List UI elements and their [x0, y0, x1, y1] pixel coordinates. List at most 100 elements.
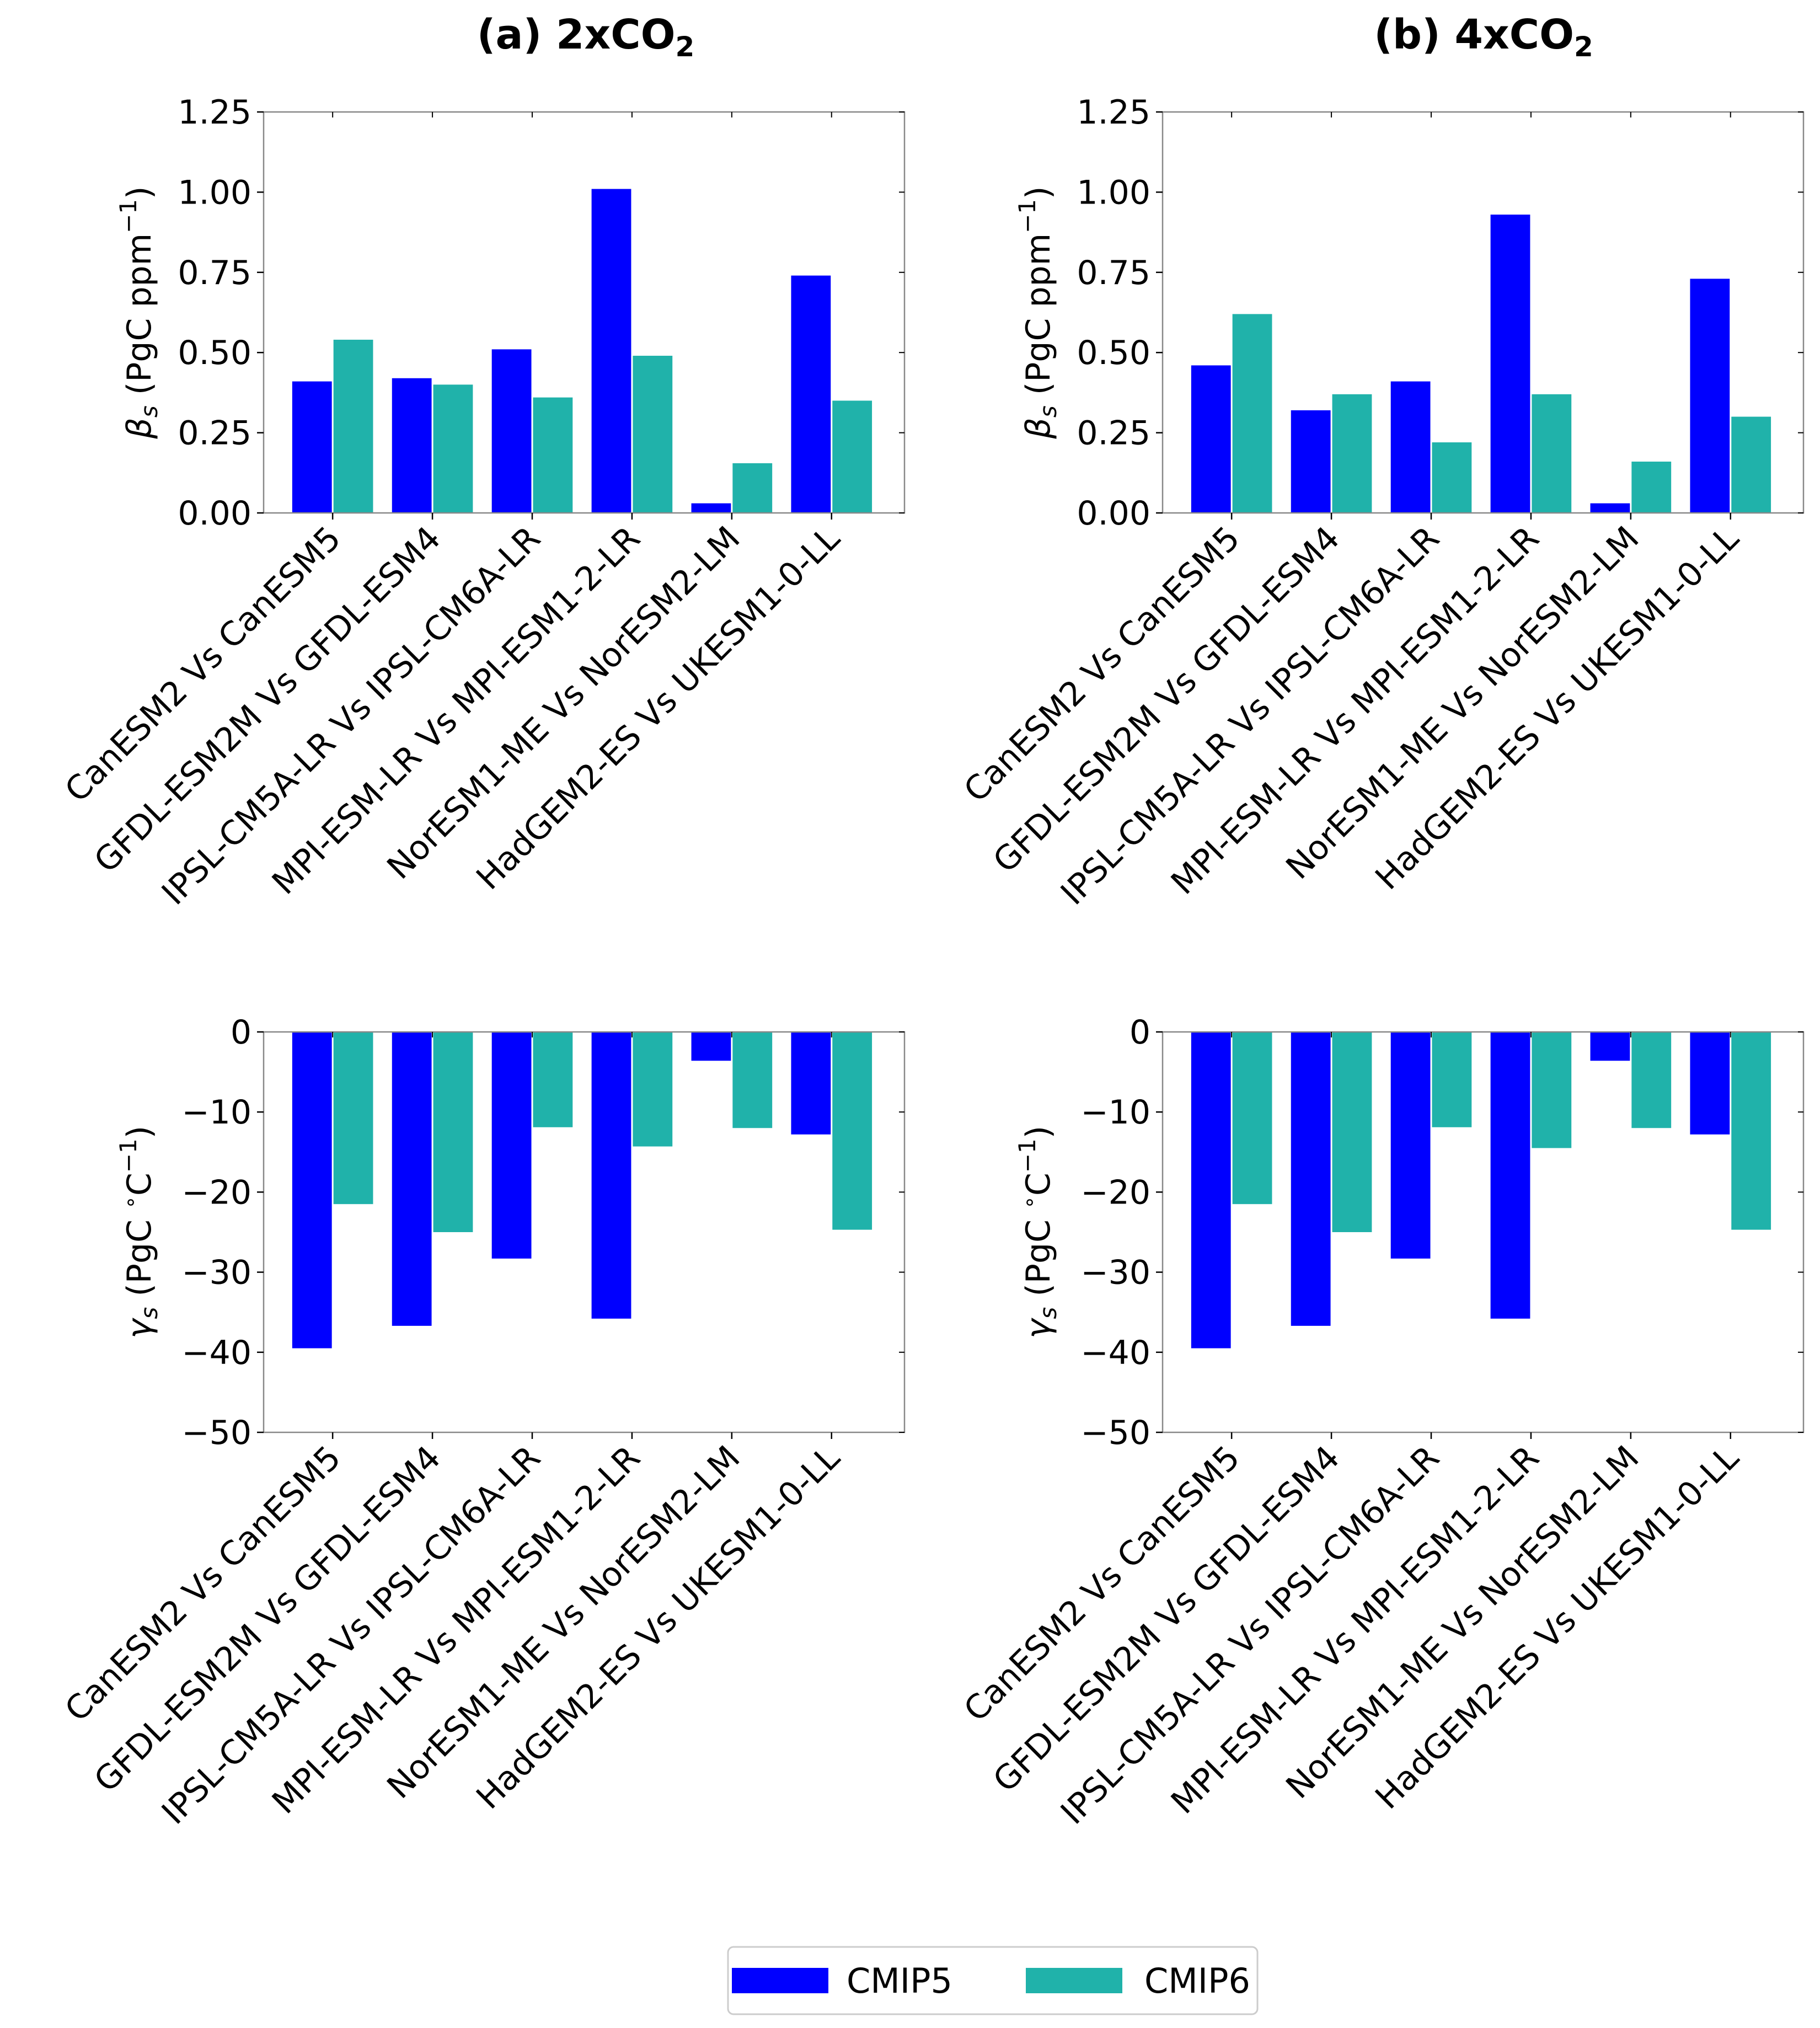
bar-cmip6-mpi-esm-lr-vs-mpi-esm1-2-lr — [1532, 394, 1572, 513]
y-tick-label: −30 — [1080, 1254, 1150, 1292]
y-tick-label: 0.00 — [178, 494, 251, 533]
y-axis-label: βs (PgC ppm−1) — [1014, 186, 1062, 440]
y-tick-label: 1.00 — [178, 173, 251, 212]
bar-cmip5-mpi-esm-lr-vs-mpi-esm1-2-lr — [1490, 215, 1530, 513]
bar-cmip6-ipsl-cm5a-lr-vs-ipsl-cm6a-lr — [1432, 442, 1472, 513]
y-tick-label: −40 — [181, 1334, 251, 1372]
bar-cmip5-gfdl-esm2m-vs-gfdl-esm4 — [392, 1032, 432, 1326]
axes-frame — [263, 111, 906, 514]
x-tick-label-noresm1-me-vs-noresm2-lm: NorESM1-ME Vs NorESM2-LM — [1279, 519, 1647, 887]
y-tick-label: −50 — [181, 1414, 251, 1452]
y-tick-label: 0 — [1130, 1013, 1150, 1052]
bar-cmip6-mpi-esm-lr-vs-mpi-esm1-2-lr — [633, 1032, 673, 1147]
bar-cmip5-hadgem2-es-vs-ukesm1-0-ll — [791, 275, 831, 513]
bar-cmip5-mpi-esm-lr-vs-mpi-esm1-2-lr — [591, 1032, 631, 1319]
bar-cmip5-noresm1-me-vs-noresm2-lm — [691, 1032, 731, 1061]
bar-cmip6-noresm1-me-vs-noresm2-lm — [1631, 461, 1672, 513]
y-tick-label: −10 — [1080, 1093, 1150, 1132]
axes-frame — [1161, 111, 1805, 514]
axes-frame — [1161, 1031, 1805, 1433]
x-tick-label-mpi-esm-lr-vs-mpi-esm1-2-lr: MPI-ESM-LR Vs MPI-ESM1-2-LR — [1164, 1438, 1546, 1821]
x-tick-label-hadgem2-es-vs-ukesm1-0-ll: HadGEM2-ES Vs UKESM1-0-LL — [1368, 519, 1747, 897]
bar-cmip6-hadgem2-es-vs-ukesm1-0-ll — [832, 1032, 872, 1230]
y-axis-label: βs (PgC ppm−1) — [115, 186, 163, 440]
bar-cmip5-ipsl-cm5a-lr-vs-ipsl-cm6a-lr — [1390, 1032, 1431, 1259]
bar-cmip5-noresm1-me-vs-noresm2-lm — [691, 503, 731, 513]
bar-cmip5-noresm1-me-vs-noresm2-lm — [1590, 1032, 1630, 1061]
column-title-b: (b) 4xCO2 — [1374, 11, 1593, 63]
y-tick-label: −10 — [181, 1093, 251, 1132]
x-tick-label-noresm1-me-vs-noresm2-lm: NorESM1-ME Vs NorESM2-LM — [380, 1438, 748, 1806]
x-tick-label-hadgem2-es-vs-ukesm1-0-ll: HadGEM2-ES Vs UKESM1-0-LL — [1368, 1438, 1747, 1817]
x-tick-label-mpi-esm-lr-vs-mpi-esm1-2-lr: MPI-ESM-LR Vs MPI-ESM1-2-LR — [1164, 519, 1546, 902]
legend-label-cmip6: CMIP6 — [1144, 1961, 1250, 2001]
y-axis-label: γs (PgC ∘C−1) — [1014, 1126, 1062, 1339]
bar-cmip6-ipsl-cm5a-lr-vs-ipsl-cm6a-lr — [533, 1032, 573, 1127]
bar-cmip6-mpi-esm-lr-vs-mpi-esm1-2-lr — [633, 356, 673, 513]
bar-cmip5-gfdl-esm2m-vs-gfdl-esm4 — [392, 378, 432, 513]
bar-cmip6-ipsl-cm5a-lr-vs-ipsl-cm6a-lr — [1432, 1032, 1472, 1127]
x-tick-label-hadgem2-es-vs-ukesm1-0-ll: HadGEM2-ES Vs UKESM1-0-LL — [469, 1438, 848, 1817]
bar-cmip5-hadgem2-es-vs-ukesm1-0-ll — [791, 1032, 831, 1135]
bar-cmip6-gfdl-esm2m-vs-gfdl-esm4 — [433, 1032, 473, 1232]
legend-label-cmip5: CMIP5 — [847, 1961, 952, 2001]
bar-cmip5-canesm2-vs-canesm5 — [1191, 1032, 1231, 1349]
x-tick-label-mpi-esm-lr-vs-mpi-esm1-2-lr: MPI-ESM-LR Vs MPI-ESM1-2-LR — [265, 1438, 647, 1821]
y-tick-label: 1.25 — [1077, 93, 1150, 132]
y-tick-label: 0.75 — [1077, 254, 1150, 292]
bar-cmip6-hadgem2-es-vs-ukesm1-0-ll — [832, 400, 872, 513]
y-tick-label: 0.50 — [178, 334, 251, 372]
bar-cmip6-noresm1-me-vs-noresm2-lm — [732, 463, 773, 513]
legend-swatch-cmip5 — [732, 1968, 828, 1993]
y-tick-label: 1.25 — [178, 93, 251, 132]
y-tick-label: −50 — [1080, 1414, 1150, 1452]
x-tick-label-hadgem2-es-vs-ukesm1-0-ll: HadGEM2-ES Vs UKESM1-0-LL — [469, 519, 848, 897]
bar-cmip5-ipsl-cm5a-lr-vs-ipsl-cm6a-lr — [491, 349, 532, 513]
bar-cmip6-canesm2-vs-canesm5 — [1232, 1032, 1272, 1205]
bar-cmip6-canesm2-vs-canesm5 — [1232, 314, 1272, 513]
bar-cmip6-gfdl-esm2m-vs-gfdl-esm4 — [1332, 1032, 1372, 1232]
bar-cmip5-mpi-esm-lr-vs-mpi-esm1-2-lr — [591, 189, 631, 513]
x-tick-label-mpi-esm-lr-vs-mpi-esm1-2-lr: MPI-ESM-LR Vs MPI-ESM1-2-LR — [265, 519, 647, 902]
axes-frame — [263, 1031, 906, 1433]
bar-cmip5-ipsl-cm5a-lr-vs-ipsl-cm6a-lr — [491, 1032, 532, 1259]
x-tick-label-noresm1-me-vs-noresm2-lm: NorESM1-ME Vs NorESM2-LM — [1279, 1438, 1647, 1806]
y-axis-label: γs (PgC ∘C−1) — [115, 1126, 163, 1339]
bar-cmip5-gfdl-esm2m-vs-gfdl-esm4 — [1291, 410, 1331, 513]
legend: CMIP5 CMIP6 — [727, 1946, 1259, 2015]
bar-cmip6-ipsl-cm5a-lr-vs-ipsl-cm6a-lr — [533, 397, 573, 513]
y-tick-label: 0.50 — [1077, 334, 1150, 372]
bar-cmip6-canesm2-vs-canesm5 — [333, 339, 373, 513]
bar-cmip5-gfdl-esm2m-vs-gfdl-esm4 — [1291, 1032, 1331, 1326]
y-tick-label: −20 — [181, 1173, 251, 1212]
bar-cmip6-noresm1-me-vs-noresm2-lm — [732, 1032, 773, 1128]
y-tick-label: 0.25 — [1077, 414, 1150, 453]
bar-cmip6-canesm2-vs-canesm5 — [333, 1032, 373, 1205]
y-tick-label: −40 — [1080, 1334, 1150, 1372]
bar-cmip5-ipsl-cm5a-lr-vs-ipsl-cm6a-lr — [1390, 381, 1431, 513]
bar-cmip5-noresm1-me-vs-noresm2-lm — [1590, 503, 1630, 513]
y-tick-label: −30 — [181, 1254, 251, 1292]
bar-cmip5-mpi-esm-lr-vs-mpi-esm1-2-lr — [1490, 1032, 1530, 1319]
bar-cmip6-mpi-esm-lr-vs-mpi-esm1-2-lr — [1532, 1032, 1572, 1148]
bar-cmip5-canesm2-vs-canesm5 — [292, 1032, 332, 1349]
y-tick-label: 0 — [231, 1013, 251, 1052]
y-tick-label: 1.00 — [1077, 173, 1150, 212]
column-title-a: (a) 2xCO2 — [477, 11, 695, 63]
bar-cmip5-hadgem2-es-vs-ukesm1-0-ll — [1690, 279, 1730, 513]
y-tick-label: 0.25 — [178, 414, 251, 453]
legend-frame — [727, 1946, 1259, 2015]
y-tick-label: 0.75 — [178, 254, 251, 292]
bar-cmip6-gfdl-esm2m-vs-gfdl-esm4 — [433, 384, 473, 513]
bar-cmip6-gfdl-esm2m-vs-gfdl-esm4 — [1332, 394, 1372, 513]
bar-cmip6-hadgem2-es-vs-ukesm1-0-ll — [1731, 1032, 1771, 1230]
bar-cmip6-hadgem2-es-vs-ukesm1-0-ll — [1731, 416, 1771, 513]
bar-cmip5-canesm2-vs-canesm5 — [1191, 365, 1231, 513]
bar-cmip5-canesm2-vs-canesm5 — [292, 381, 332, 513]
x-tick-label-noresm1-me-vs-noresm2-lm: NorESM1-ME Vs NorESM2-LM — [380, 519, 748, 887]
bar-cmip5-hadgem2-es-vs-ukesm1-0-ll — [1690, 1032, 1730, 1135]
